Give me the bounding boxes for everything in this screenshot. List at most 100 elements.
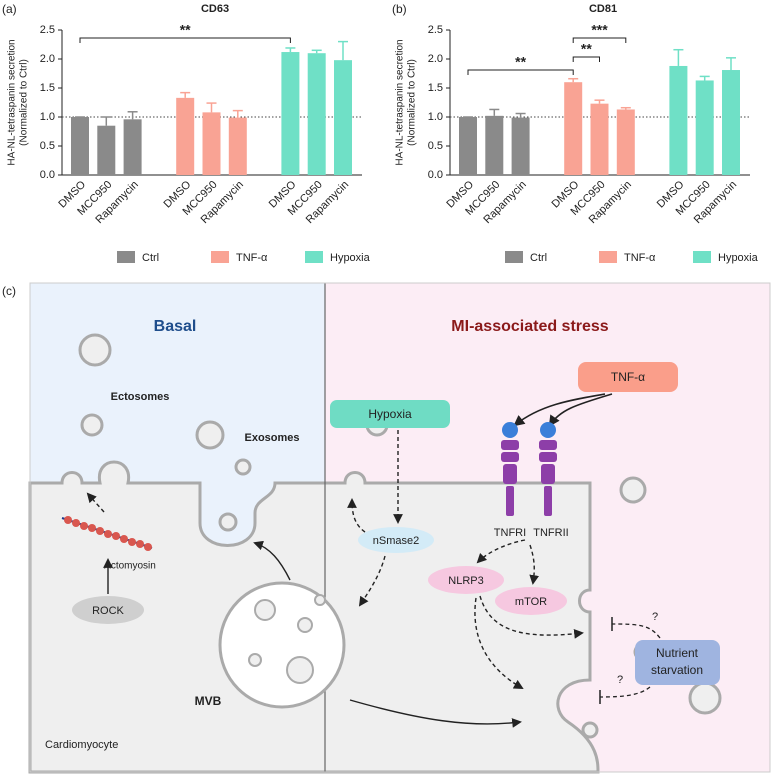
panel-label: (c) xyxy=(2,284,16,298)
y-tick-label: 1.0 xyxy=(40,111,55,123)
panel-label: (a) xyxy=(2,2,17,16)
significance-bracket xyxy=(467,69,574,75)
bar xyxy=(590,103,609,175)
label: Exosomes xyxy=(244,432,299,444)
bar xyxy=(307,53,326,176)
y-tick-label: 1.0 xyxy=(428,111,443,123)
hypoxia-box xyxy=(330,400,450,428)
bar xyxy=(616,109,635,175)
bar xyxy=(485,115,504,175)
label: ? xyxy=(617,674,623,686)
panel-label: (b) xyxy=(392,2,407,16)
legend-swatch xyxy=(599,251,617,263)
y-tick-label: 2.5 xyxy=(40,24,55,36)
arrow xyxy=(358,555,386,607)
nlrp3-node xyxy=(428,566,504,594)
label: Nutrient xyxy=(656,646,699,660)
label: nSmase2 xyxy=(373,535,419,547)
chart-title: CD81 xyxy=(589,3,617,15)
vesicles xyxy=(248,594,326,684)
y-tick-label: 0.5 xyxy=(40,140,55,152)
y-tick-label: 2.0 xyxy=(40,53,55,65)
y-tick-label: 1.5 xyxy=(40,82,55,94)
label: Ectosomes xyxy=(111,391,170,403)
label: TNFRI xyxy=(494,527,526,539)
y-axis-label: HA-NL-tetraspanin secretion xyxy=(395,39,406,165)
bar xyxy=(722,70,740,175)
label: TNFRII xyxy=(533,527,568,539)
y-tick-label: 0.5 xyxy=(428,140,443,152)
vesicles xyxy=(78,333,722,739)
legend-label: Hypoxia xyxy=(330,252,371,264)
significance-label: ** xyxy=(581,41,592,57)
y-tick-label: 2.0 xyxy=(428,53,443,65)
label: Cardiomyocyte xyxy=(45,739,118,751)
legend-label: Ctrl xyxy=(530,252,547,264)
arrow xyxy=(347,498,366,533)
arrow xyxy=(513,393,606,427)
rock-node xyxy=(72,596,144,624)
arrow xyxy=(253,540,291,581)
label: mTOR xyxy=(515,596,547,608)
bar xyxy=(97,125,116,175)
bar xyxy=(123,119,142,175)
chart-title: CD63 xyxy=(201,3,229,15)
bar xyxy=(176,97,195,175)
legend-label: TNF-α xyxy=(236,252,268,264)
significance-bracket xyxy=(572,56,600,62)
starvation-box xyxy=(635,640,720,685)
bar xyxy=(281,52,300,175)
legend-swatch xyxy=(505,251,523,263)
legend-swatch xyxy=(693,251,711,263)
significance-label: *** xyxy=(591,22,608,38)
label: ? xyxy=(652,611,658,623)
actomyosin-fiber xyxy=(61,516,153,551)
border xyxy=(29,282,771,773)
mvb xyxy=(218,581,346,709)
y-tick-label: 0.0 xyxy=(40,169,55,181)
receptors xyxy=(501,422,557,516)
arrow xyxy=(548,393,613,427)
arrow xyxy=(476,539,526,564)
y-axis-label: (Normalized to Ctrl) xyxy=(407,59,418,146)
y-axis-label: (Normalized to Ctrl) xyxy=(19,59,30,146)
bar xyxy=(228,117,247,175)
bar xyxy=(511,117,530,175)
legend-label: TNF-α xyxy=(624,252,656,264)
inhibit xyxy=(611,623,661,639)
bar xyxy=(564,82,583,175)
y-tick-label: 0.0 xyxy=(428,169,443,181)
nsmase2-node xyxy=(358,527,434,553)
legend-swatch xyxy=(117,251,135,263)
arrow xyxy=(349,699,522,728)
label: ROCK xyxy=(92,605,124,617)
inhibit xyxy=(599,686,651,698)
tnf-box xyxy=(578,362,678,392)
label: Hypoxia xyxy=(368,407,412,421)
y-tick-label: 2.5 xyxy=(428,24,443,36)
label: Actomyosin xyxy=(104,561,156,572)
y-axis-label: HA-NL-tetraspanin secretion xyxy=(7,39,18,165)
bar xyxy=(334,60,352,175)
label: NLRP3 xyxy=(448,575,483,587)
legend-swatch xyxy=(211,251,229,263)
bar xyxy=(695,80,714,175)
title: Basal xyxy=(154,318,197,335)
arrow xyxy=(529,544,540,585)
label: MVB xyxy=(195,694,222,708)
significance-label: ** xyxy=(515,54,526,70)
significance-bracket xyxy=(572,37,627,43)
mtor-node xyxy=(495,587,567,615)
label: TNF-α xyxy=(611,370,645,384)
label: starvation xyxy=(651,663,703,677)
bar xyxy=(202,112,221,175)
diagram: Basal MI-associated stress Ectosomes Exo… xyxy=(28,282,771,774)
y-tick-label: 1.5 xyxy=(428,82,443,94)
bar xyxy=(669,65,688,175)
legend-label: Hypoxia xyxy=(718,252,759,264)
bar xyxy=(71,117,89,175)
title: MI-associated stress xyxy=(451,318,609,335)
legend-label: Ctrl xyxy=(142,252,159,264)
legend-swatch xyxy=(305,251,323,263)
